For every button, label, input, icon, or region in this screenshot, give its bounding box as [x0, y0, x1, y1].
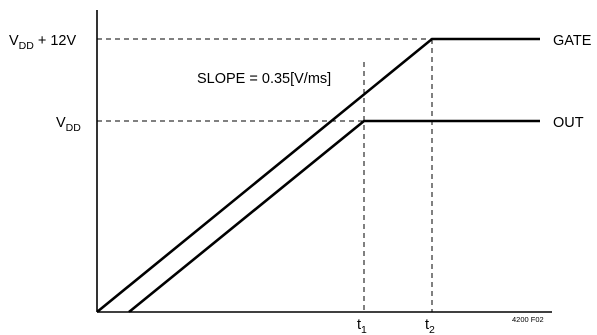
- gate-waveform: [96, 37, 540, 314]
- gate-label: GATE: [553, 33, 592, 49]
- t1-label: t1: [357, 317, 367, 335]
- t2-label: t2: [425, 317, 435, 335]
- slope-label: SLOPE = 0.35[V/ms]: [197, 71, 331, 87]
- out-label: OUT: [553, 115, 584, 131]
- figure-id-label: 4200 F02: [512, 315, 544, 324]
- vdd-plus-12v-label: VDD + 12V: [9, 33, 76, 52]
- out-waveform: [128, 119, 540, 314]
- vdd-label: VDD: [56, 115, 81, 134]
